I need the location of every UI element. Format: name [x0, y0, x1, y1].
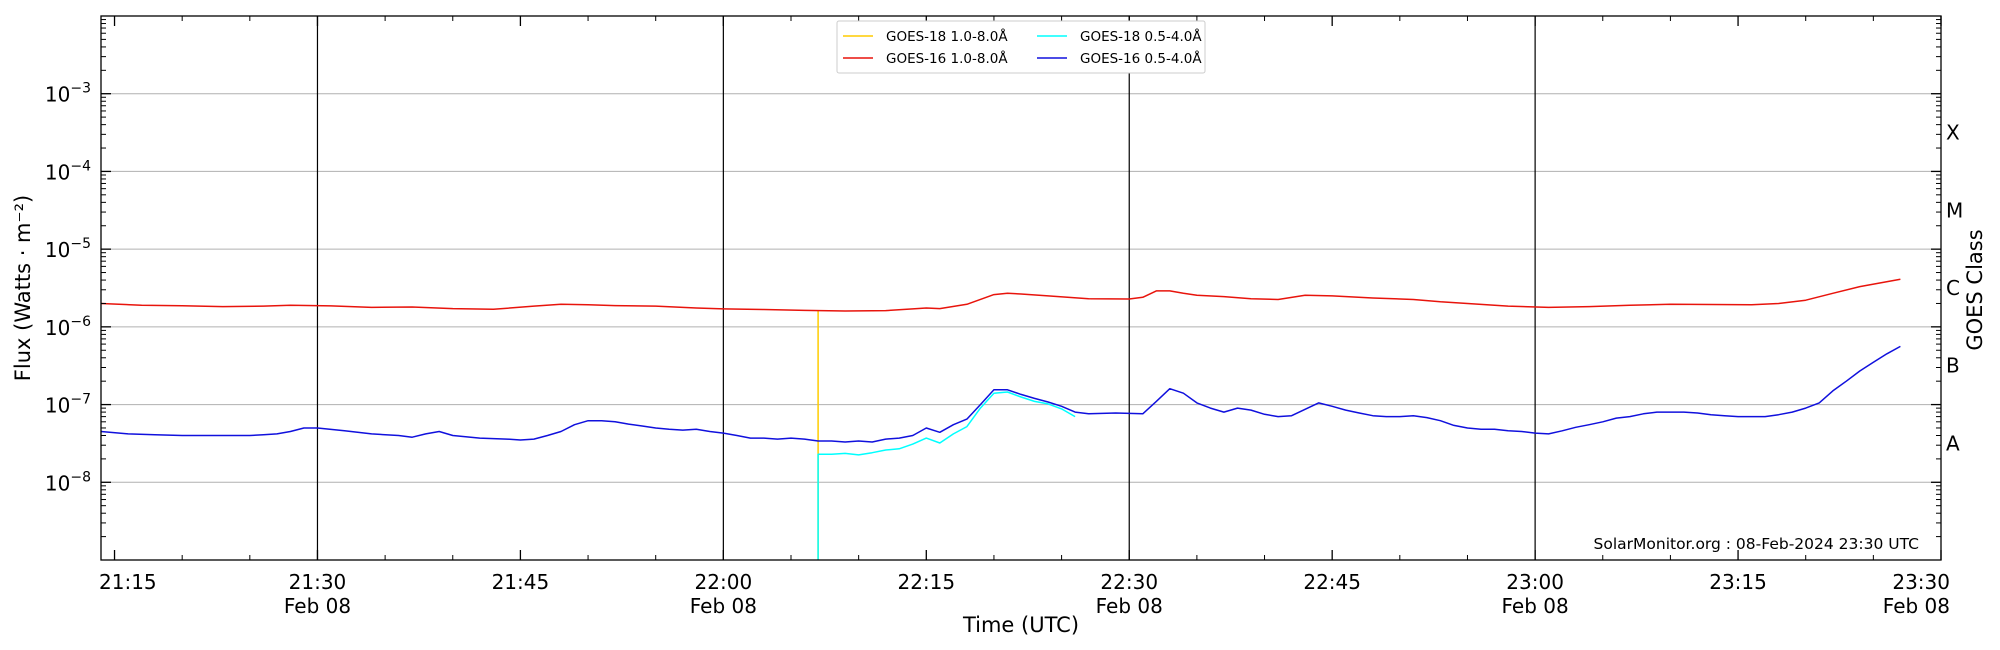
x-tick-date-label: Feb 08	[1096, 594, 1163, 618]
right-axis-title: GOES Class	[1963, 229, 1987, 350]
y-axis-title: Flux (Watts · m⁻²)	[11, 195, 35, 381]
y-tick-label: 10−4	[45, 158, 91, 184]
x-tick-label: 23:00	[1506, 570, 1564, 594]
goes-class-label: C	[1946, 276, 1960, 300]
x-tick-date-label: Feb 08	[690, 594, 757, 618]
goes-class-label: A	[1946, 431, 1960, 455]
x-tick-label: 22:45	[1303, 570, 1361, 594]
tick-layer	[101, 16, 1942, 560]
series-line-2	[817, 391, 1076, 560]
series-line-4	[100, 345, 1901, 443]
y-tick-label: 10−6	[45, 314, 91, 340]
goes-class-label: X	[1946, 121, 1960, 145]
legend-box	[836, 20, 1206, 74]
x-tick-date-label: Feb 08	[1502, 594, 1569, 618]
y-tick-label: 10−5	[45, 236, 91, 262]
x-tick-label: 21:30	[289, 570, 347, 594]
y-tick-label: 10−3	[45, 81, 91, 107]
legend-label: GOES-16 1.0-8.0Å	[886, 50, 1008, 67]
x-tick-label: 22:00	[695, 570, 753, 594]
y-tick-label: 10−8	[45, 469, 91, 495]
legend-label: GOES-18 1.0-8.0Å	[886, 28, 1008, 45]
grid-layer	[101, 93, 1941, 483]
y-tick-label: 10−7	[45, 392, 91, 418]
plot-frame	[100, 15, 1942, 561]
x-axis-title: Time (UTC)	[962, 613, 1079, 637]
x-tick-label: 23:15	[1709, 570, 1767, 594]
x-tick-label: 22:15	[897, 570, 955, 594]
legend-items: GOES-18 1.0-8.0Å GOES-16 1.0-8.0Å GOES-18 …	[843, 28, 1202, 67]
x-tick-label: 21:45	[492, 570, 550, 594]
x-tick-label: 23:30	[1892, 570, 1950, 594]
series-layer	[100, 278, 1901, 560]
x-tick-date-label: Feb 08	[284, 594, 351, 618]
x-tick-label: 21:15	[99, 570, 157, 594]
x-tick-label: 22:30	[1100, 570, 1158, 594]
series-line-3	[100, 278, 1901, 312]
goes-class-label: M	[1946, 198, 1963, 222]
legend: GOES-18 1.0-8.0Å GOES-16 1.0-8.0Å GOES-18 …	[836, 20, 1206, 74]
goes-class-label: B	[1946, 354, 1960, 378]
vertical-lines-layer	[316, 16, 1536, 560]
x-tick-date-label: Feb 08	[1883, 594, 1950, 618]
legend-label: GOES-16 0.5-4.0Å	[1080, 50, 1202, 67]
legend-label: GOES-18 0.5-4.0Å	[1080, 28, 1202, 45]
source-annotation: SolarMonitor.org : 08-Feb-2024 23:30 UTC	[1594, 535, 1919, 553]
